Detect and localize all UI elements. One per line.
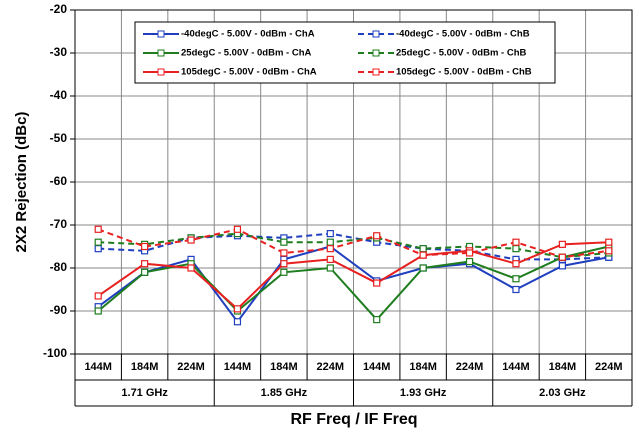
legend-label: 105degC - 5.00V - 0dBm - ChA <box>181 67 317 78</box>
legend-label: 25degC - 5.00V - 0dBm - ChB <box>396 48 527 59</box>
data-point <box>280 238 288 246</box>
y-tick-label: -50 <box>50 131 68 145</box>
data-point <box>373 279 381 287</box>
data-point <box>141 242 149 251</box>
legend-label: -40degC - 5.00V - 0dBm - ChA <box>181 29 315 40</box>
data-point <box>141 260 149 268</box>
data-point <box>605 247 613 255</box>
legend-box <box>134 21 556 84</box>
data-point <box>419 251 427 259</box>
x-tick-label: 184M <box>270 361 298 373</box>
x-tick-label: 224M <box>177 361 205 373</box>
data-point <box>419 264 427 272</box>
legend-marker <box>372 68 380 76</box>
data-point <box>141 268 149 276</box>
legend-marker <box>157 68 165 76</box>
data-point <box>512 238 520 246</box>
data-point <box>326 245 334 253</box>
group-label: 2.03 GHz <box>539 387 586 399</box>
data-point <box>419 245 427 253</box>
legend-marker <box>157 30 165 38</box>
series-line <box>97 245 609 324</box>
x-tick-label: 224M <box>317 361 345 373</box>
y-tick-label: -80 <box>50 260 68 274</box>
series-line <box>98 232 609 259</box>
x-tick-label: 184M <box>549 361 577 373</box>
data-point <box>605 238 613 246</box>
data-point <box>326 238 334 246</box>
plot-frame <box>74 9 633 355</box>
y-tick-label: -40 <box>50 88 68 102</box>
x-tick-label: 184M <box>409 361 437 373</box>
legend-label: 105degC - 5.00V - 0dBm - ChB <box>396 67 532 78</box>
data-point <box>465 257 474 266</box>
data-point <box>233 225 242 233</box>
x-tick-label: 144M <box>502 361 530 373</box>
data-point <box>326 230 334 238</box>
data-point <box>373 316 381 324</box>
y-tick-label: -90 <box>50 303 68 317</box>
data-point <box>512 285 520 294</box>
y-tick-label: -100 <box>43 346 67 360</box>
y-tick-label: -20 <box>50 2 68 16</box>
data-point <box>94 245 102 253</box>
y-tick-label: -70 <box>50 217 68 231</box>
series-line <box>97 241 609 311</box>
data-point <box>94 238 102 246</box>
x-tick-label: 144M <box>84 361 112 373</box>
data-point <box>94 307 102 315</box>
series-line <box>97 228 609 259</box>
y-tick-label: -60 <box>50 174 68 188</box>
data-point <box>94 292 102 300</box>
data-point <box>373 232 381 240</box>
data-point <box>326 264 334 272</box>
data-point <box>233 318 242 326</box>
legend-label: 25degC - 5.00V - 0dBm - ChA <box>181 48 312 59</box>
data-point <box>512 260 520 268</box>
data-point <box>558 240 566 248</box>
legend-label: -40degC - 5.00V - 0dBm - ChB <box>396 29 530 40</box>
legend-marker <box>157 49 165 57</box>
data-point <box>280 268 288 276</box>
data-point <box>94 225 102 233</box>
data-point <box>233 305 242 313</box>
data-point <box>280 260 288 268</box>
group-label: 1.85 GHz <box>261 387 308 399</box>
data-point <box>512 245 520 253</box>
data-point <box>558 262 566 270</box>
x-tick-label: 224M <box>456 361 484 373</box>
data-point <box>326 255 334 263</box>
x-tick-label: 184M <box>131 361 159 373</box>
group-label: 1.71 GHz <box>121 387 168 399</box>
data-point <box>280 249 288 257</box>
data-point <box>465 249 474 257</box>
x-tick-label: 144M <box>363 361 391 373</box>
data-point <box>512 275 520 283</box>
data-point <box>558 253 566 261</box>
y-tick-label: -30 <box>50 45 68 59</box>
data-point <box>187 264 195 272</box>
y-axis-title: 2X2 Rejection (dBc) <box>13 112 30 253</box>
legend-marker <box>372 30 380 38</box>
group-label: 1.93 GHz <box>400 387 447 399</box>
data-point <box>187 236 195 244</box>
series-line <box>97 245 610 322</box>
x-axis-title: RF Freq / IF Freq <box>290 411 417 428</box>
x-tick-label: 224M <box>595 361 623 373</box>
legend-marker <box>372 49 380 57</box>
x-tick-label: 144M <box>224 361 252 373</box>
